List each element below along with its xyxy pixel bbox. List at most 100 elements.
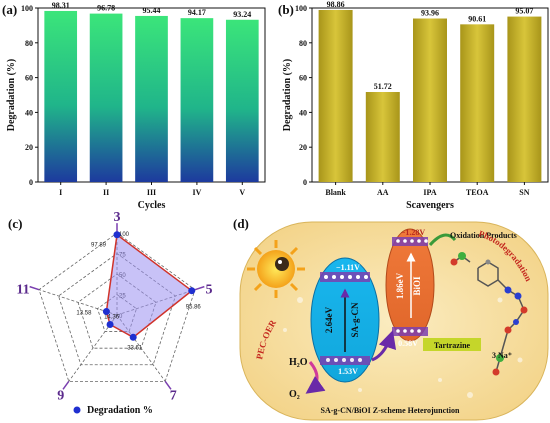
radar-axis-line: [164, 380, 172, 390]
panel-a-y-tick-label: 100: [21, 4, 33, 13]
panel-a-value-label: 93.24: [233, 10, 251, 19]
bioi-cb-label: −1.28V: [401, 228, 426, 237]
panel-a-y-tick-label: 20: [25, 143, 33, 152]
oxygen-label: O₂: [289, 389, 300, 400]
panel-b-x-tick-label: IPA: [423, 188, 436, 197]
sagcn-gap-label: 2.64eV: [324, 306, 334, 333]
sagcn-name-label: SA-g-CN: [350, 302, 360, 337]
panel-a-label: (a): [2, 2, 17, 17]
panel-a-value-label: 94.17: [188, 8, 206, 17]
panel-a-value-label: 95.44: [143, 6, 161, 15]
panel-a-x-axis-title: Cycles: [138, 200, 166, 211]
sagcn-vb-label: 1.53V: [338, 367, 358, 376]
radar-spoke: [68, 314, 118, 382]
panel-b-x-tick-label: SN: [519, 188, 529, 197]
radar-legend-label: Degradation %: [87, 405, 153, 416]
sagcn-cb-label: −1.11V: [336, 263, 360, 272]
radar-value-label: 14.36: [104, 315, 120, 321]
panel-c-label: (c): [8, 216, 22, 231]
panel-a-value-label: 98.31: [52, 1, 70, 10]
panel-b-value-label: 93.96: [421, 9, 439, 18]
radar-spoke: [116, 314, 166, 382]
radar-axis-label: 7: [170, 388, 177, 403]
panel-b-value-label: 51.72: [374, 82, 392, 91]
panel-b-bar: [413, 18, 447, 183]
radar-legend-marker: [73, 406, 81, 414]
panel-a-x-tick-label: IV: [192, 188, 201, 197]
sodium-label: 3 Na⁺: [492, 351, 512, 360]
panel-d-label: (d): [233, 216, 249, 231]
panel-b-x-tick-label: TEOA: [466, 188, 489, 197]
panel-b-y-tick-label: 0: [303, 178, 307, 187]
panel-a-bar-chart: (a) 0 20 40 60 80 100 98.31 I 96.78 II 95.44 III 94.…: [2, 1, 266, 211]
panel-a-bar: [89, 13, 123, 183]
panel-b-bar: [460, 24, 495, 183]
bioi-band: −1.28V 0.58V 1.86eV BiOI: [385, 228, 435, 348]
schematic-caption: SA-g-CN/BiOI Z-scheme Heterojunction: [321, 406, 461, 415]
bioi-gap-label: 1.86eV: [395, 272, 405, 299]
radar-point: [113, 231, 121, 239]
bioi-vb-label: 0.58V: [398, 339, 418, 348]
panel-d-schematic: (d): [233, 216, 549, 421]
radar-point: [106, 321, 114, 329]
radar-spoke: [38, 289, 118, 316]
radar-axis-line: [29, 285, 40, 291]
radar-axis-line: [62, 380, 70, 390]
radar-point: [102, 308, 110, 316]
panel-b-y-tick-label: 40: [299, 108, 307, 117]
panel-b-y-axis-title: Degradation (%): [282, 59, 293, 132]
radar-axis-label: 11: [16, 283, 29, 298]
radar-value-label: 33.61: [127, 345, 143, 351]
panel-a-x-tick-label: III: [147, 188, 156, 197]
molecule-atoms: [450, 252, 528, 376]
panel-b-bar: [507, 16, 542, 182]
panel-a-y-axis-title: Degradation (%): [6, 59, 17, 132]
panel-b-bar-chart: (b) 0 20 40 60 80 100 98.86 Blank 51.72 AA 93.96 IP…: [278, 0, 549, 211]
panel-a-bar: [44, 10, 78, 183]
panel-a-value-label: 96.78: [97, 4, 115, 13]
radar-r-tick-label: 100: [119, 232, 130, 238]
panel-b-value-label: 90.61: [468, 14, 486, 23]
radar-axis-label: 5: [205, 283, 212, 298]
panel-b-y-tick-label: 20: [299, 143, 307, 152]
oxidation-label: Oxidation Products: [450, 231, 517, 240]
panel-b-y-tick-label: 60: [299, 74, 307, 83]
sagcn-band: −1.11V 1.53V 2.64eV SA-g-CN: [310, 257, 380, 383]
radar-axis-line: [194, 285, 205, 291]
radar-value-label: 13.58: [76, 311, 92, 317]
panel-c-radar-chart: (c) 025507510097.8995.8633.6114.3613.583…: [8, 210, 212, 416]
panel-a-bar: [135, 15, 168, 182]
tartrazine-label: Tartrazine: [434, 341, 471, 350]
panel-a-bar: [180, 18, 214, 183]
panel-b-bar: [365, 92, 400, 182]
radar-point: [188, 287, 196, 295]
panel-b-x-tick-label: Blank: [325, 188, 346, 197]
panel-b-y-tick-label: 100: [295, 4, 307, 13]
panel-a-y-tick-label: 60: [25, 74, 33, 83]
panel-b-value-label: 98.86: [327, 0, 345, 9]
sun-icon: [247, 240, 305, 298]
panel-b-bar: [318, 9, 353, 183]
radar-data-area: [105, 233, 193, 339]
panel-b-x-tick-label: AA: [377, 188, 389, 197]
tartrazine-box: [423, 338, 481, 351]
water-label: H₂O: [289, 357, 308, 368]
panel-a-x-tick-label: II: [103, 188, 109, 197]
oer-arrow: [305, 361, 326, 394]
panel-b-x-axis-title: Scavengers: [406, 200, 454, 211]
panel-a-y-tick-label: 80: [25, 39, 33, 48]
radar-axis-label: 3: [114, 210, 121, 225]
panel-a-x-tick-label: V: [239, 188, 245, 197]
panel-a-y-tick-label: 0: [29, 178, 33, 187]
radar-grid-ring: [38, 232, 196, 382]
radar-point: [129, 333, 137, 341]
radar-value-label: 97.89: [91, 243, 107, 249]
radar-axis-label: 9: [57, 388, 64, 403]
z-scheme-arrow: [371, 330, 397, 362]
oxidation-arrow: [428, 233, 457, 247]
panel-a-x-tick-label: I: [59, 188, 62, 197]
panel-a-y-tick-label: 40: [25, 108, 33, 117]
panel-b-value-label: 95.07: [515, 7, 533, 16]
radar-value-label: 95.86: [186, 305, 202, 311]
